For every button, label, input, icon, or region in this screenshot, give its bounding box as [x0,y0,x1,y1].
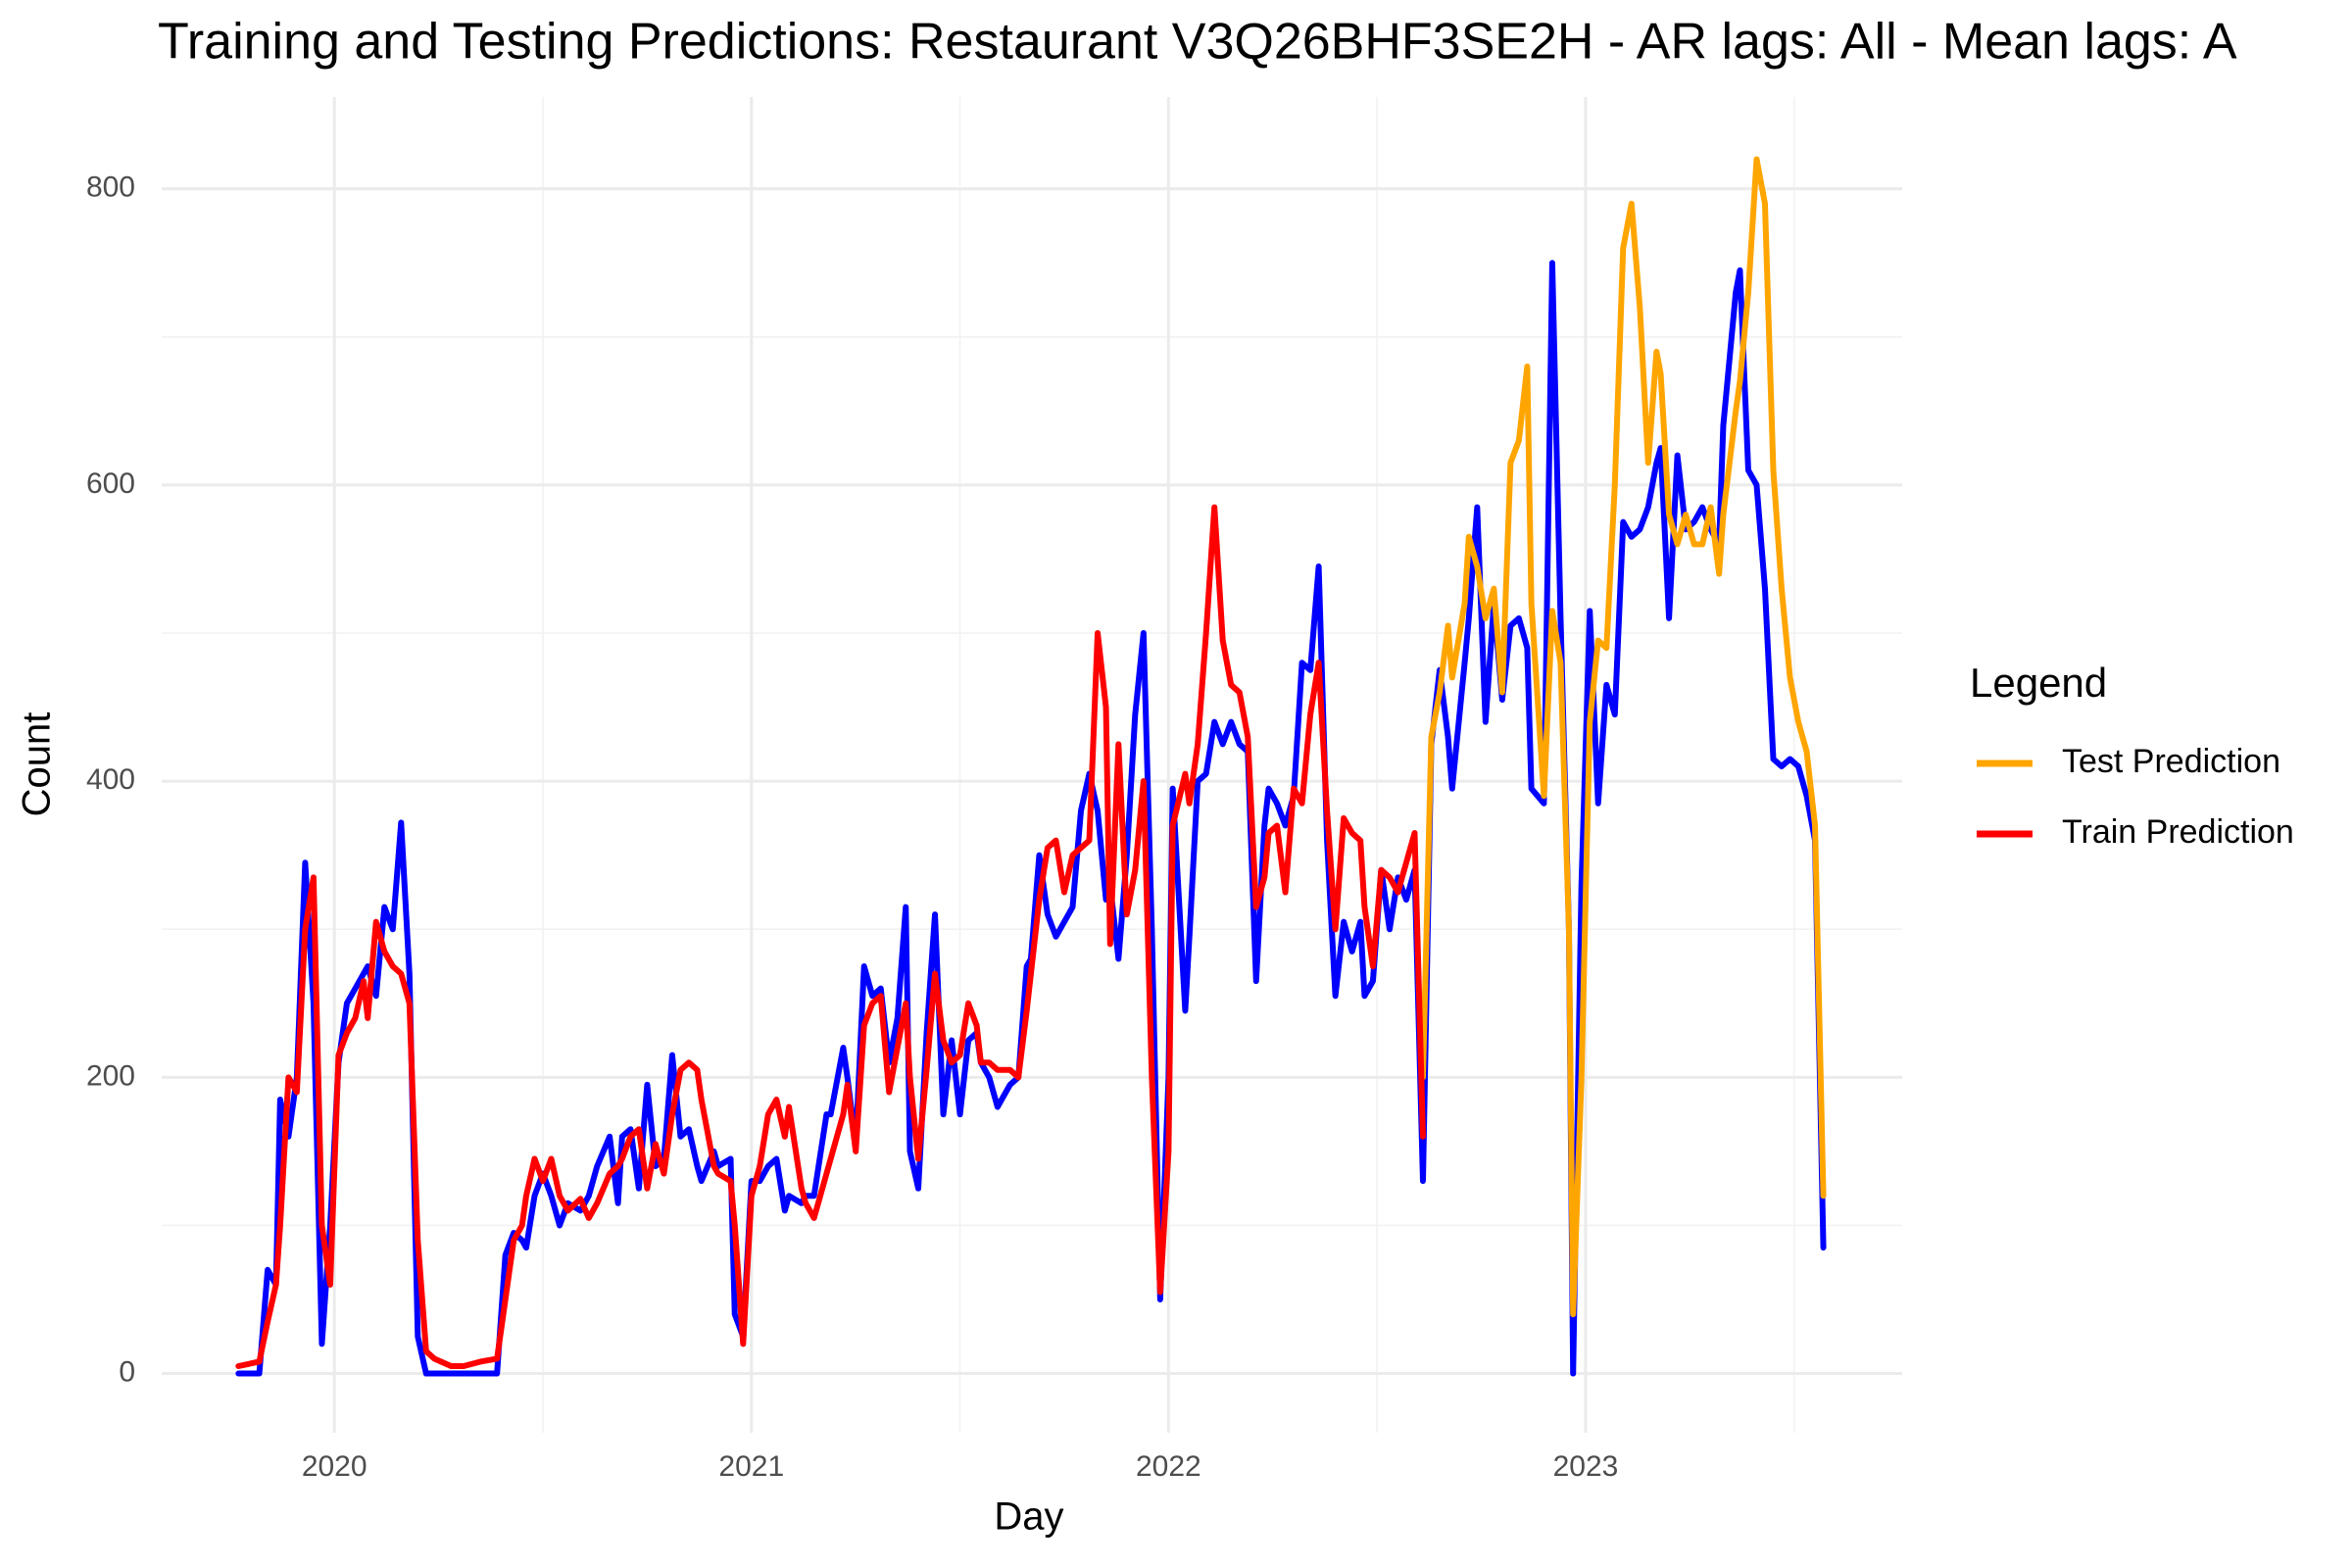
chart-title: Training and Testing Predictions: Restau… [158,14,2237,71]
y-tick-label: 800 [86,172,135,204]
series-line [1419,156,1827,1318]
y-tick-label: 400 [86,763,135,796]
legend-item: Train Prediction [1977,813,2294,851]
legend-label: Train Prediction [2062,813,2294,851]
x-tick-label: 2021 [718,1450,784,1483]
legend-label: Test Prediction [2062,743,2280,780]
x-tick-label: 2020 [302,1450,368,1483]
legend-title: Legend [1970,660,2107,706]
series-line [235,504,1426,1369]
y-axis-title: Count [16,712,59,817]
x-axis-title: Day [994,1495,1063,1539]
y-tick-label: 200 [86,1059,135,1092]
y-tick-label: 0 [119,1355,135,1388]
legend-item: Test Prediction [1977,743,2280,780]
y-tick-label: 600 [86,467,135,500]
x-tick-label: 2023 [1553,1450,1619,1483]
x-tick-label: 2022 [1136,1450,1201,1483]
